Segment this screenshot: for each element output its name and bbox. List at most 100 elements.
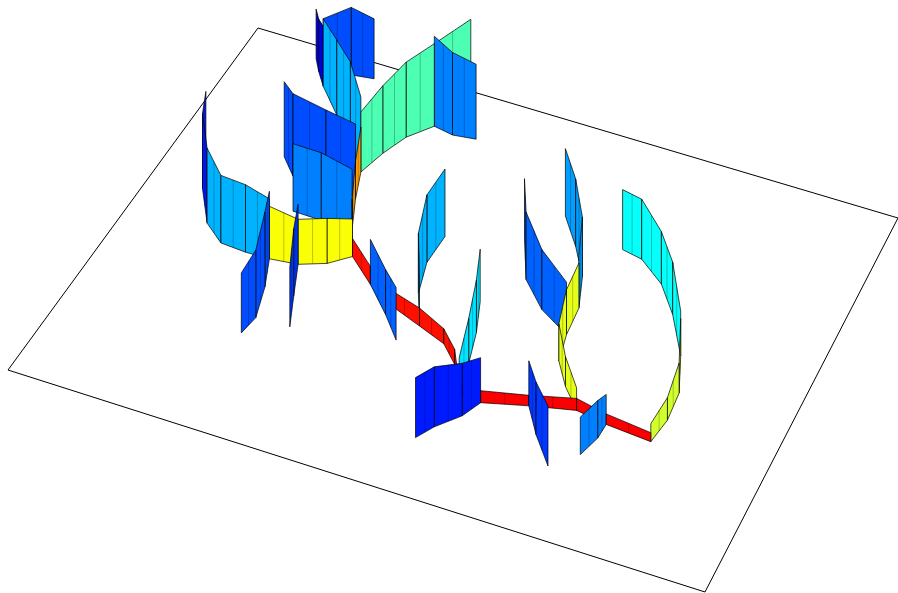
ribbon-piece	[298, 218, 327, 264]
wall-segment	[559, 324, 566, 387]
ribbon-piece	[416, 367, 435, 438]
wall-segment	[462, 358, 480, 416]
facet-line	[471, 361, 472, 410]
ribbon-piece	[667, 363, 679, 420]
facet-line	[394, 74, 395, 145]
facet-line	[504, 393, 505, 404]
ribbon-piece	[221, 175, 246, 252]
facet-line	[422, 214, 423, 278]
ribbon-piece	[256, 212, 265, 318]
ribbon-piece	[316, 9, 319, 71]
ribbon-piece	[420, 308, 444, 344]
ribbon-piece	[434, 36, 452, 135]
wall-segment	[321, 153, 352, 229]
wall-segment	[323, 19, 337, 115]
facet-line	[390, 279, 391, 328]
wall-segment	[294, 204, 298, 296]
wall-segment	[203, 114, 208, 224]
facet-line	[404, 299, 405, 316]
facet-line	[371, 99, 372, 163]
ribbon-piece	[434, 363, 462, 427]
ribbon-piece	[453, 53, 477, 140]
ribbon-piece	[327, 218, 353, 263]
facet-line	[307, 148, 308, 216]
facet-line	[424, 372, 425, 432]
wall-segment	[386, 270, 397, 341]
wall-segment	[316, 9, 319, 71]
ribbon-piece	[606, 414, 651, 442]
wall-segment	[536, 382, 548, 466]
wall-segment	[481, 391, 529, 406]
facet-line	[676, 287, 677, 336]
ribbon-piece	[386, 270, 397, 341]
wall-segment	[673, 262, 681, 356]
wall-segment	[434, 36, 452, 135]
wall-segment	[469, 280, 477, 363]
facet-line	[283, 213, 284, 262]
facet-line	[378, 255, 379, 300]
facet-line	[679, 341, 680, 375]
ribbon-piece	[642, 199, 662, 284]
wall-segment	[284, 82, 293, 177]
ribbon-piece	[526, 212, 542, 310]
wall-segment	[476, 249, 480, 332]
facet-line	[260, 231, 261, 302]
ribbon-piece	[673, 262, 681, 356]
wall-segment	[565, 149, 575, 247]
ribbon-piece	[469, 280, 477, 363]
wall-segment	[356, 127, 361, 199]
ribbon-piece	[370, 239, 385, 314]
facet-line	[361, 253, 362, 271]
facet-line	[418, 253, 419, 309]
ribbon-piece	[651, 398, 668, 442]
ribbon-piece	[383, 62, 406, 153]
facet-line	[532, 372, 533, 421]
facet-line	[330, 29, 331, 100]
facet-line	[339, 219, 340, 260]
facet-line	[572, 276, 573, 321]
ribbon-piece	[207, 148, 221, 243]
wall-segment	[623, 190, 642, 260]
wall-segment	[207, 148, 221, 243]
facet-line	[552, 397, 553, 408]
facet-line	[478, 265, 479, 318]
wall-segment	[298, 218, 327, 264]
wall-segment	[327, 218, 353, 263]
ribbon-piece	[323, 19, 337, 115]
wall-segment	[221, 175, 246, 252]
wall-segment	[427, 169, 445, 262]
facet-line	[317, 14, 318, 65]
wall-segment	[361, 86, 383, 172]
ribbon-piece	[265, 191, 270, 287]
facet-line	[431, 318, 432, 335]
ribbon-piece	[321, 153, 352, 229]
facet-line	[267, 202, 268, 273]
wall-segment	[453, 53, 477, 140]
wall-segment	[265, 191, 270, 287]
wall-segment	[383, 62, 406, 153]
wall-segment	[353, 239, 371, 285]
facet-line	[288, 88, 289, 167]
facet-line	[435, 182, 436, 250]
wall-segment	[661, 232, 672, 315]
facet-line	[542, 394, 543, 450]
ribbon-piece	[462, 358, 480, 416]
facet-line	[673, 380, 674, 406]
ribbon-piece	[565, 149, 575, 247]
facet-line	[571, 372, 572, 398]
wall-segment	[351, 7, 374, 78]
facet-line	[602, 398, 603, 432]
facet-line	[554, 266, 555, 322]
wall-segment	[319, 19, 324, 86]
facet-line	[632, 194, 633, 254]
ribbon-piece	[241, 250, 256, 333]
wall-segment	[606, 414, 651, 442]
wall-segment	[256, 212, 265, 318]
wall-segment	[444, 329, 455, 364]
wall-segment	[667, 363, 679, 420]
facet-line	[233, 180, 234, 248]
facet-line	[628, 423, 629, 433]
facet-line	[472, 299, 473, 348]
wall-segment	[406, 44, 434, 138]
wall-segment	[526, 212, 542, 310]
